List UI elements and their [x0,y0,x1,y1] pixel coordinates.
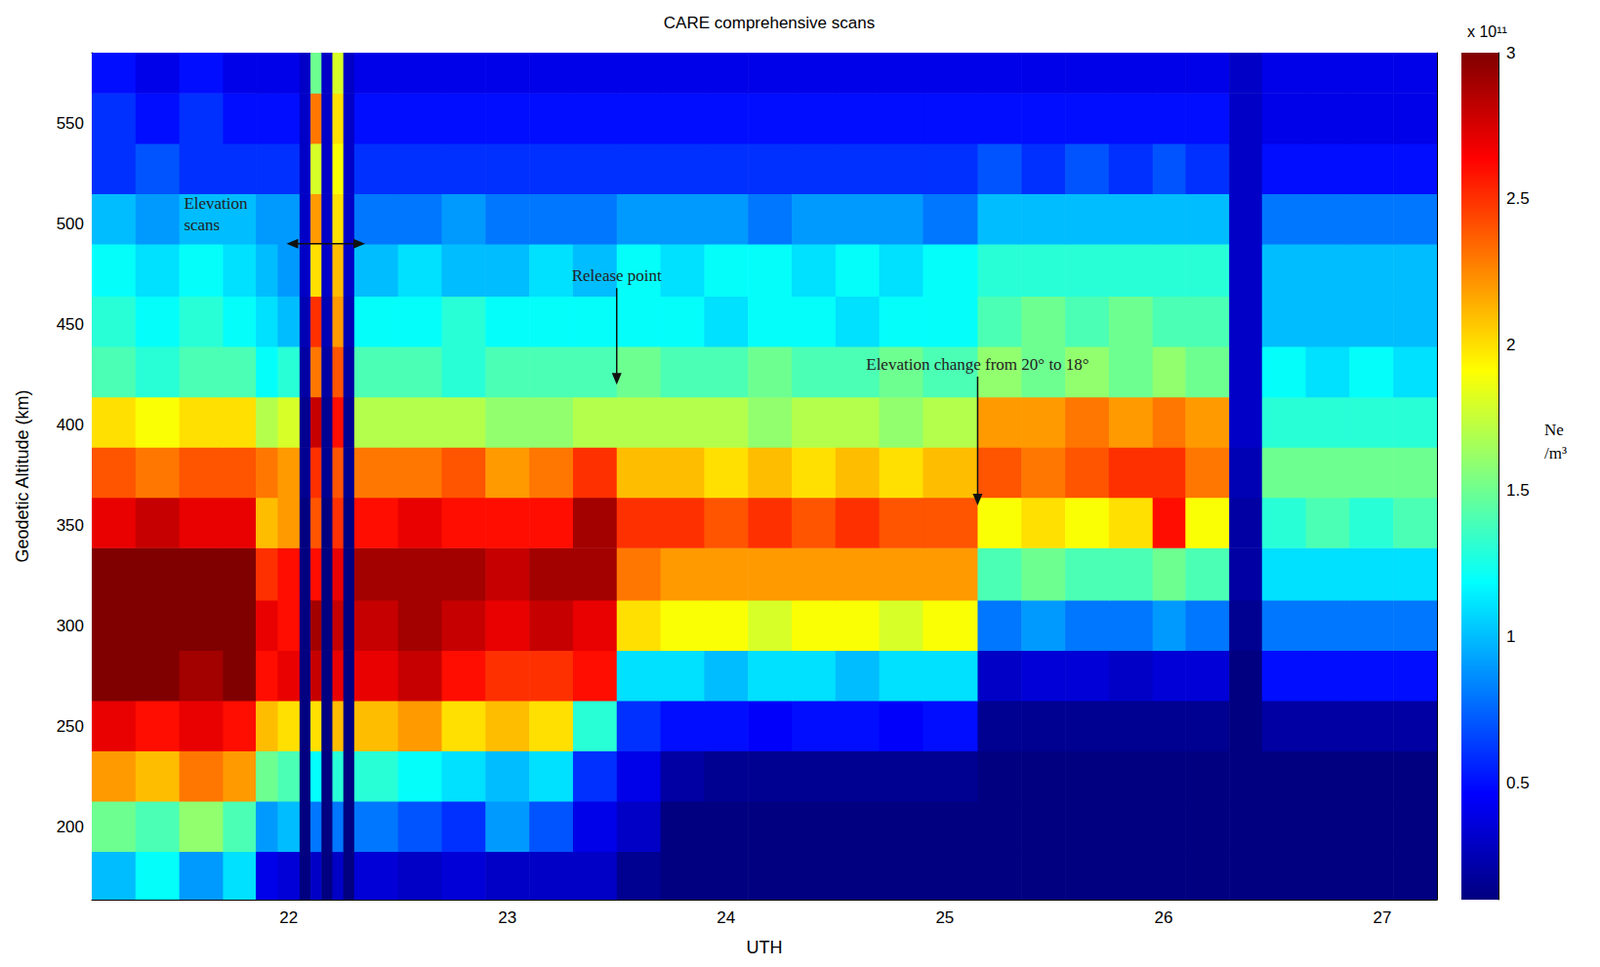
svg-text:Elevation: Elevation [183,194,248,213]
svg-text:2: 2 [1506,335,1516,355]
svg-text:scans: scans [183,215,220,235]
svg-text:400: 400 [56,415,84,435]
svg-text:250: 250 [56,717,84,737]
svg-text:23: 23 [497,908,517,928]
svg-text:25: 25 [935,908,954,928]
svg-text:26: 26 [1153,908,1173,928]
svg-text:2.5: 2.5 [1506,189,1530,208]
svg-text:/m³: /m³ [1544,444,1567,463]
svg-text:x 10¹¹: x 10¹¹ [1467,23,1508,41]
svg-text:24: 24 [716,908,736,928]
svg-text:350: 350 [56,516,84,535]
svg-text:450: 450 [56,315,84,334]
svg-text:Release point: Release point [572,266,662,286]
svg-text:CARE comprehensive scans: CARE comprehensive scans [663,13,875,33]
svg-text:Elevation change from 20° to 1: Elevation change from 20° to 18° [865,355,1089,374]
svg-text:UTH: UTH [746,938,783,958]
svg-text:1: 1 [1506,627,1516,647]
svg-text:0.5: 0.5 [1506,774,1530,793]
svg-text:300: 300 [56,616,84,636]
svg-text:Geodetic Altitude (km): Geodetic Altitude (km) [12,389,33,563]
svg-text:Ne: Ne [1544,420,1564,440]
svg-text:1.5: 1.5 [1506,481,1530,500]
svg-text:27: 27 [1373,908,1393,928]
svg-text:200: 200 [56,818,84,837]
svg-text:500: 500 [56,214,84,234]
svg-text:22: 22 [279,908,298,928]
svg-text:550: 550 [56,114,84,133]
svg-text:3: 3 [1506,43,1516,63]
